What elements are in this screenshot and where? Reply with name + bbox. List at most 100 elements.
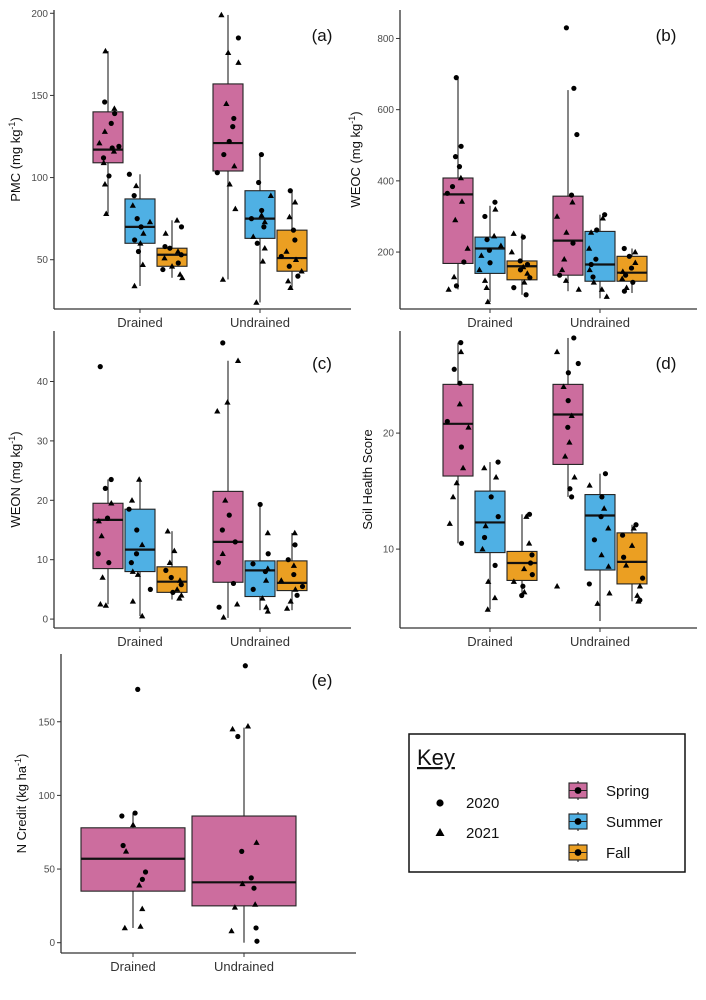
point-2020 [120,842,126,849]
point-2021 [586,266,593,273]
box-drained-summer [474,459,506,612]
point-2021 [139,612,146,619]
point-2021 [598,286,605,292]
point-2020 [242,663,248,669]
box-drained-fall [506,511,538,599]
point-2021 [121,924,128,931]
point-2020 [278,253,284,260]
point-2020 [106,560,112,566]
point-2021 [588,229,595,235]
point-2021 [139,541,146,548]
iqr-box [584,494,616,571]
point-2020 [511,285,517,291]
box-drained-summer [474,199,506,305]
y-axis-title: N Credit (kg ha-1) [13,754,29,854]
point-2021 [457,174,464,181]
y-tick-label: 800 [377,34,394,45]
point-2020 [453,75,459,81]
point-2021 [521,279,528,285]
point-2021 [219,550,226,557]
point-2020 [568,192,575,198]
point-2021 [464,245,471,251]
point-2021 [234,601,241,607]
point-2021 [259,258,266,264]
point-2020 [570,240,576,246]
point-2020 [248,875,254,881]
point-2021 [168,263,176,269]
point-2021 [174,586,181,592]
point-2021 [133,182,140,189]
point-2021 [232,205,239,212]
point-2020 [248,216,255,222]
point-2020 [492,199,498,205]
point-2020 [602,212,608,218]
point-2021 [129,821,137,828]
point-2020 [226,512,232,518]
point-2020 [256,179,262,186]
point-2021 [598,551,605,558]
point-2020 [481,534,488,541]
box-undrained-spring [552,25,584,292]
point-2020 [230,580,237,587]
point-2020 [162,243,168,250]
point-2021 [553,583,561,589]
point-2020 [221,151,227,158]
point-2020 [594,227,600,233]
point-2021 [619,275,626,282]
panel-e-n-credit: 0 50 100 150 Drained Undrained N Credit (kg ha… [13,654,356,974]
x-category-label: Drained [117,634,163,649]
legend-label-fall: Fall [606,845,630,862]
point-2020 [163,567,169,573]
point-2020 [588,261,594,268]
iqr-box [584,230,616,282]
y-axis-title: WEON (mg kg-1) [7,431,23,527]
point-2021 [226,180,233,187]
point-2020 [119,813,125,819]
point-2021 [137,923,144,929]
legend-label-summer: Summer [606,814,663,831]
point-2020 [526,511,533,517]
point-2021 [129,202,136,208]
y-tick-label: 400 [377,176,394,187]
point-2020 [104,515,111,521]
point-2020 [134,216,140,222]
point-2021 [484,298,491,305]
point-2021 [261,245,268,251]
point-2020 [628,265,635,271]
point-2020 [630,279,636,285]
point-2021 [479,545,486,552]
point-2021 [131,282,138,289]
point-2021 [244,722,252,729]
y-axis-title: PMC (mg kg-1) [7,117,23,202]
point-2020 [495,459,501,465]
point-2020 [175,260,181,266]
point-2021 [632,259,639,266]
point-2021 [252,901,259,907]
point-2021 [101,128,108,134]
point-2020 [623,272,629,278]
box-undrained-fall [616,245,648,294]
point-2021 [508,248,515,255]
point-2020 [621,554,627,560]
point-2020 [147,586,153,592]
point-2020 [285,557,291,563]
y-tick-label: 20 [383,429,395,440]
point-2021 [606,589,613,596]
point-2021 [231,904,238,910]
point-2021 [628,542,636,548]
point-2020 [524,261,531,268]
y-tick-label: 50 [44,865,56,876]
point-2020 [557,272,563,278]
point-2020 [160,266,166,273]
point-2021 [259,595,266,601]
point-2021 [458,198,466,204]
x-category-label: Undrained [570,634,630,649]
point-2021 [174,248,182,254]
point-2021 [483,284,490,290]
point-2020 [527,275,533,281]
point-2021 [492,473,500,480]
point-2021 [630,525,637,531]
iqr-box [212,490,244,583]
x-category-label: Undrained [230,315,290,330]
point-2021 [250,233,257,240]
